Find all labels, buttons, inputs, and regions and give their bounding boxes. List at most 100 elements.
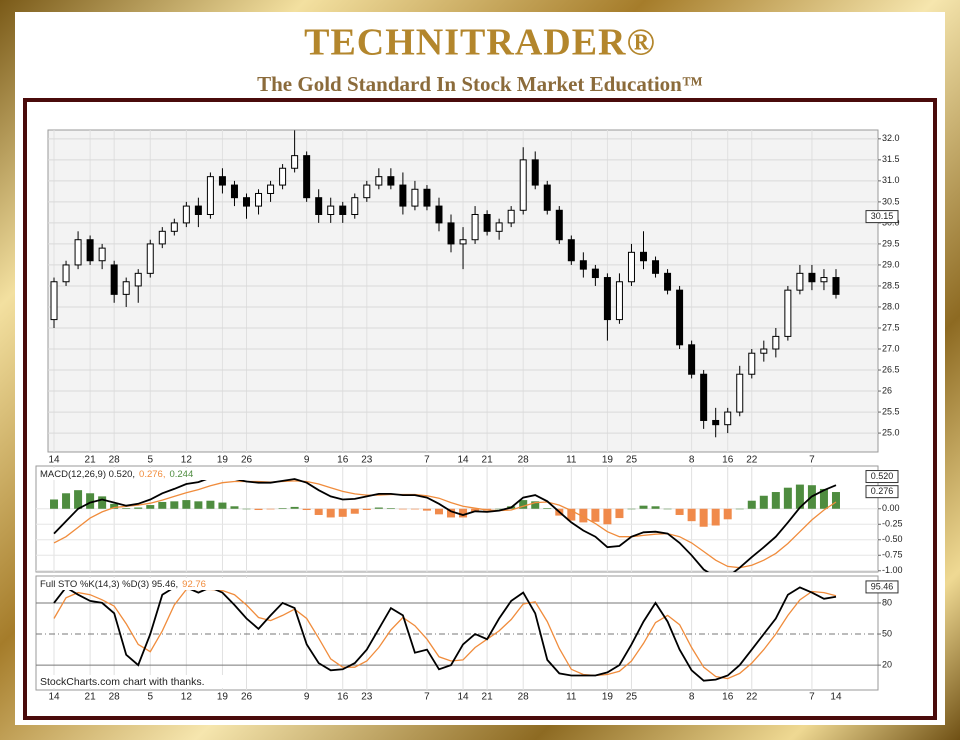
x-tick-label: 28 <box>109 455 121 466</box>
candle-body <box>507 209 515 224</box>
candle-body <box>640 251 647 262</box>
candle-body <box>808 272 816 283</box>
candle-body <box>760 348 768 354</box>
candle-body <box>110 264 118 295</box>
candle-body <box>700 373 708 421</box>
panel-title-part: 92.76 <box>182 579 206 590</box>
histogram-bar <box>410 508 419 510</box>
x-tick-label: 26 <box>241 692 253 703</box>
x-tick-label: 16 <box>337 455 349 466</box>
x-tick-label: 7 <box>809 455 815 466</box>
histogram-bar <box>338 508 347 517</box>
histogram-bar <box>362 508 371 511</box>
candle-body <box>255 192 263 207</box>
histogram-bar <box>74 490 83 509</box>
x-tick-label: 16 <box>722 455 734 466</box>
candle-body <box>387 176 395 186</box>
x-tick-label: 14 <box>457 455 469 466</box>
candle-body <box>483 213 491 232</box>
candle-body <box>772 335 780 350</box>
x-tick-label: 16 <box>722 692 734 703</box>
histogram-bar <box>266 508 275 510</box>
x-tick-label: 14 <box>457 692 469 703</box>
histogram-bar <box>170 501 179 509</box>
y-tick-label: 27.0 <box>882 343 900 353</box>
x-tick-label: 19 <box>217 455 229 466</box>
histogram-bar <box>434 508 443 515</box>
annotation: StockCharts.com chart with thanks. <box>40 676 205 688</box>
plot-area <box>36 466 878 572</box>
x-tick-label: 7 <box>424 692 430 703</box>
candle-body <box>519 159 527 211</box>
histogram-bar <box>531 501 540 509</box>
x-tick-label: 16 <box>337 692 349 703</box>
series-line <box>53 480 837 569</box>
last-value-box <box>865 580 899 594</box>
candle-body <box>315 197 323 215</box>
histogram-bar <box>543 508 552 509</box>
y-tick-label: 29.5 <box>882 238 900 248</box>
y-tick-label: 0.00 <box>882 503 900 513</box>
histogram-bar <box>62 493 71 509</box>
y-tick-label: 31.0 <box>882 175 900 185</box>
candle-body <box>435 205 443 224</box>
histogram-bar <box>422 508 431 511</box>
histogram-bar <box>242 508 251 510</box>
histogram-bar <box>122 508 131 509</box>
histogram-bar <box>675 508 684 515</box>
histogram-bar <box>98 496 107 509</box>
histogram-bar <box>290 506 299 509</box>
y-tick-label: 80 <box>882 597 892 607</box>
histogram-bar <box>723 508 732 520</box>
histogram-bar <box>110 503 119 509</box>
histogram-bar <box>230 506 239 509</box>
candle-body <box>218 176 226 186</box>
candle-body <box>603 277 611 321</box>
x-tick-label: 21 <box>482 692 494 703</box>
x-tick-label: 26 <box>241 455 253 466</box>
x-tick-label: 25 <box>626 455 638 466</box>
histogram-bar <box>158 501 167 509</box>
y-tick-label: -1.00 <box>882 565 903 575</box>
x-tick-label: 9 <box>304 692 310 703</box>
candle-body <box>279 167 287 186</box>
candle-body <box>784 289 792 337</box>
x-tick-label: 19 <box>602 692 614 703</box>
last-value-label: 0.276 <box>871 486 894 496</box>
candle-body <box>303 155 311 199</box>
x-tick-label: 14 <box>830 692 842 703</box>
x-tick-label: 23 <box>361 692 373 703</box>
histogram-bar <box>182 500 191 509</box>
x-tick-label: 11 <box>566 455 577 466</box>
candle-body <box>712 419 720 426</box>
x-tick-label: 12 <box>181 692 193 703</box>
x-tick-label: 21 <box>482 455 494 466</box>
histogram-bar <box>831 492 840 509</box>
candle-body <box>543 184 551 211</box>
histogram-bar <box>86 493 95 509</box>
candle-body <box>170 222 178 232</box>
x-tick-label: 28 <box>109 692 121 703</box>
candle-body <box>411 188 419 207</box>
y-tick-label: 30.5 <box>882 196 900 206</box>
histogram-bar <box>771 492 780 509</box>
candle-body <box>652 260 660 274</box>
histogram-bar <box>759 495 768 509</box>
y-tick-label: 25.0 <box>882 427 900 437</box>
x-tick-label: 9 <box>304 455 310 466</box>
histogram-bar <box>519 500 528 509</box>
x-tick-label: 8 <box>689 455 695 466</box>
histogram-bar <box>350 508 359 514</box>
x-tick-label: 22 <box>746 692 758 703</box>
y-tick-label: 28.0 <box>882 301 900 311</box>
x-tick-label: 11 <box>566 692 577 703</box>
candle-body <box>62 264 70 283</box>
brand-title: TECHNITRADER® <box>304 22 656 64</box>
y-tick-label: 26 <box>882 385 892 395</box>
last-value-label: 30.15 <box>871 211 894 221</box>
candle-body <box>122 281 130 295</box>
candle-body <box>267 184 275 194</box>
histogram-bar <box>278 508 287 509</box>
candle-body <box>676 289 684 346</box>
histogram-bar <box>471 508 480 512</box>
